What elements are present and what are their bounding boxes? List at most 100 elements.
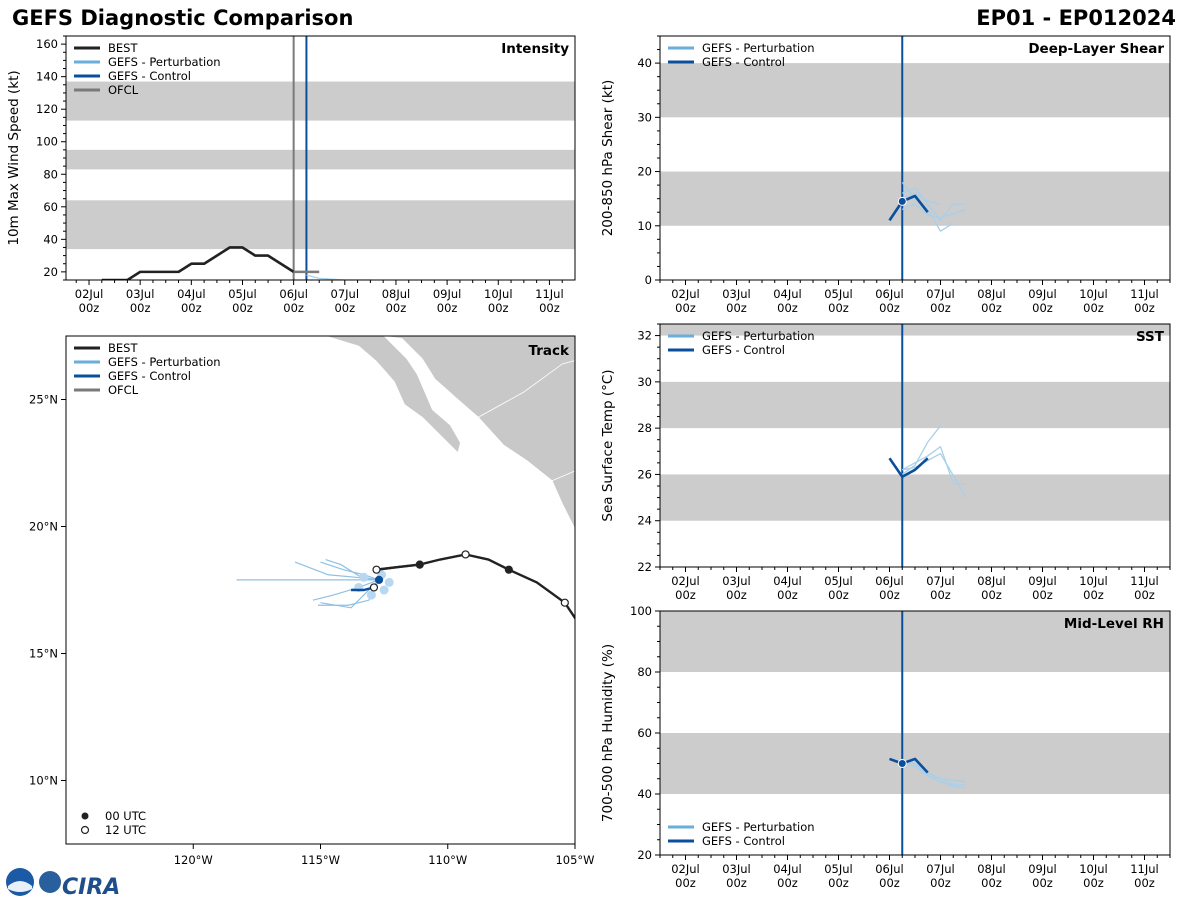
perturbation-point (384, 577, 394, 587)
x-tick-label: 00z (981, 876, 1002, 890)
x-tick-label: 00z (1032, 876, 1053, 890)
legend-label: BEST (108, 341, 138, 355)
x-tick-label: 08Jul (382, 287, 411, 301)
best-point (504, 565, 513, 574)
plot-area (66, 36, 575, 280)
y-tick-label: 0 (645, 273, 652, 287)
y-tick-label: 20 (637, 848, 652, 862)
best-point (461, 550, 470, 559)
page-title: GEFS Diagnostic Comparison (12, 6, 354, 30)
y-tick-label: 140 (36, 70, 58, 84)
plot-area (660, 324, 1170, 567)
x-tick-label: 06Jul (875, 862, 904, 876)
x-tick-label: 03Jul (126, 287, 155, 301)
x-tick-label: 03Jul (722, 287, 751, 301)
perturbation-point (379, 585, 389, 595)
state-border (478, 360, 575, 418)
x-tick-label: 00z (828, 876, 849, 890)
perturbation-point (366, 590, 376, 600)
series-line-perturbation (901, 203, 967, 219)
y-tick-label: 20°N (29, 520, 58, 534)
y-axis-label: 10m Max Wind Speed (kt) (6, 70, 22, 245)
x-tick-label: 02Jul (671, 287, 700, 301)
shaded-band (660, 474, 1170, 521)
intensity-chart: 2040608010012014016002Jul00z03Jul00z04Ju… (6, 35, 576, 315)
series-line-perturbation (902, 759, 967, 789)
globe-icon (39, 871, 61, 893)
x-tick-label: 105°W (555, 853, 594, 867)
shaded-band (660, 324, 1170, 336)
x-tick-label: 04Jul (773, 287, 802, 301)
y-tick-label: 24 (637, 514, 652, 528)
x-tick-label: 00z (130, 301, 151, 315)
x-tick-label: 00z (1032, 588, 1053, 602)
y-tick-label: 80 (637, 665, 652, 679)
x-tick-label: 07Jul (926, 862, 955, 876)
x-tick-label: 00z (726, 588, 747, 602)
x-tick-label: 00z (726, 301, 747, 315)
x-tick-label: 03Jul (722, 862, 751, 876)
x-tick-label: 10Jul (1079, 862, 1108, 876)
logo-text: CIRA (62, 875, 120, 900)
y-axis-label: 200-850 hPa Shear (kt) (600, 80, 616, 237)
x-tick-label: 08Jul (977, 862, 1006, 876)
y-tick-label: 100 (630, 604, 652, 618)
series-line-perturbation (306, 274, 371, 280)
x-tick-label: 09Jul (1028, 287, 1057, 301)
x-tick-label: 03Jul (722, 574, 751, 588)
x-tick-label: 00z (981, 588, 1002, 602)
shaded-band (66, 149, 575, 170)
legend-label: GEFS - Perturbation (702, 329, 815, 343)
legend-label: GEFS - Perturbation (108, 55, 221, 69)
x-tick-label: 07Jul (331, 287, 360, 301)
x-tick-label: 00z (777, 588, 798, 602)
shaded-band (660, 381, 1170, 429)
legend-label: GEFS - Control (702, 55, 785, 69)
y-tick-label: 22 (637, 560, 652, 574)
x-tick-label: 00z (79, 301, 100, 315)
legend-label: GEFS - Control (702, 834, 785, 848)
x-tick-label: 00z (828, 301, 849, 315)
x-tick-label: 02Jul (671, 574, 700, 588)
x-tick-label: 09Jul (1028, 574, 1057, 588)
series-line-perturbation (902, 762, 967, 783)
x-tick-label: 04Jul (773, 862, 802, 876)
x-tick-label: 11Jul (535, 287, 564, 301)
legend-label: GEFS - Perturbation (108, 355, 221, 369)
series-line-best (101, 246, 295, 280)
storm-id: EP01 - EP012024 (976, 6, 1176, 30)
track-chart: 120°W 115°W 110°W 105°W 10°N 15°N 20°N 25°N Trac… (29, 335, 595, 867)
x-tick-label: 00z (930, 876, 951, 890)
panel-title: SST (1136, 329, 1165, 345)
x-tick-label: 00z (930, 588, 951, 602)
y-tick-label: 30 (637, 375, 652, 389)
x-tick-label: 06Jul (279, 287, 308, 301)
x-tick-label: 00z (879, 876, 900, 890)
y-tick-label: 60 (43, 200, 58, 214)
map-area (236, 336, 575, 621)
shaded-band (660, 63, 1170, 118)
rh-chart: 2040608010002Jul00z03Jul00z04Jul00z05Jul… (600, 604, 1171, 890)
panel-title: Track (529, 343, 570, 359)
y-tick-label: 40 (43, 232, 58, 246)
series-line-control (889, 757, 929, 774)
shaded-band (66, 81, 575, 121)
y-tick-label: 28 (637, 421, 652, 435)
shaded-band (660, 611, 1170, 672)
x-tick-label: 09Jul (433, 287, 462, 301)
series-line-perturbation (901, 446, 966, 485)
x-tick-label: 00z (930, 301, 951, 315)
plot-area (660, 36, 1170, 280)
control-point (374, 575, 384, 584)
legend-marker-12utc (80, 825, 90, 835)
y-tick-label: 120 (36, 102, 58, 116)
series-line-perturbation (901, 181, 954, 232)
x-tick-label: 05Jul (824, 862, 853, 876)
sst-chart: 22242628303202Jul00z03Jul00z04Jul00z05Ju… (600, 323, 1171, 602)
x-tick-label: 06Jul (875, 574, 904, 588)
y-tick-label: 40 (637, 56, 652, 70)
legend-label: 00 UTC (105, 809, 146, 823)
x-tick-label: 00z (181, 301, 202, 315)
y-tick-label: 100 (36, 135, 58, 149)
